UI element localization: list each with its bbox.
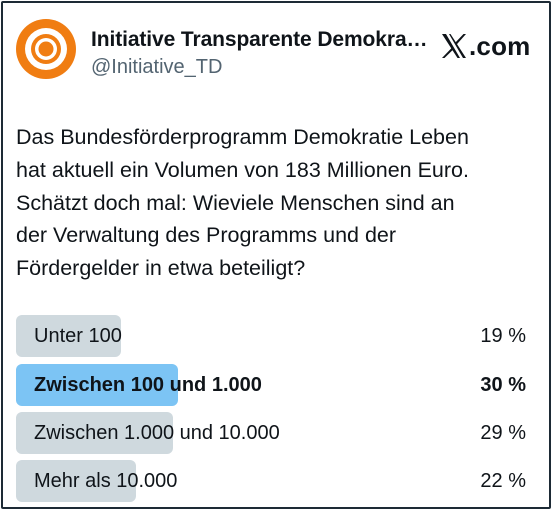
tweet-text-line: hat aktuell ein Volumen von 183 Millione… <box>16 157 469 182</box>
poll-option-bar <box>16 460 136 502</box>
poll-option-percent: 30 % <box>480 374 526 396</box>
poll-option[interactable]: Mehr als 10.000 22 % <box>16 460 538 502</box>
poll-option-label: Mehr als 10.000 <box>34 470 178 492</box>
poll-option-percent: 29 % <box>480 422 526 444</box>
x-logo-icon <box>442 34 466 58</box>
tweet-text-line: Das Bundesförderprogramm Demokratie Lebe… <box>16 125 469 149</box>
tweet-card: Initiative Transparente Demokra… @Initia… <box>1 1 551 509</box>
poll-option[interactable]: Zwischen 100 und 1.000 30 % <box>16 364 538 406</box>
tweet-text: Das Bundesförderprogramm Demokratie Lebe… <box>16 121 536 285</box>
brand-label: .com <box>469 30 531 61</box>
poll-option-bar <box>16 315 121 357</box>
poll-option-percent: 22 % <box>480 470 526 492</box>
avatar[interactable] <box>16 19 76 79</box>
eye-logo-icon <box>16 19 76 79</box>
poll-option-label: Zwischen 1.000 und 10.000 <box>34 422 280 444</box>
author-handle[interactable]: @Initiative_TD <box>91 56 223 78</box>
tweet-text-line: der Verwaltung des Programms und der <box>16 223 397 248</box>
poll-option-bar <box>16 364 178 406</box>
poll-option-label: Zwischen 100 und 1.000 <box>34 374 262 396</box>
author-name[interactable]: Initiative Transparente Demokra… <box>91 28 428 51</box>
x-brand[interactable]: .com <box>441 29 530 63</box>
poll-option[interactable]: Zwischen 1.000 und 10.000 29 % <box>16 412 538 454</box>
poll-option-label: Unter 100 <box>34 325 122 347</box>
tweet-text-line: Schätzt doch mal: Wieviele Menschen sind… <box>16 190 455 215</box>
poll-option-percent: 19 % <box>480 325 526 347</box>
poll-option[interactable]: Unter 100 19 % <box>16 315 538 357</box>
poll-option-bar <box>16 412 173 454</box>
tweet-text-line: Fördergelder in etwa beteiligt? <box>16 256 306 281</box>
